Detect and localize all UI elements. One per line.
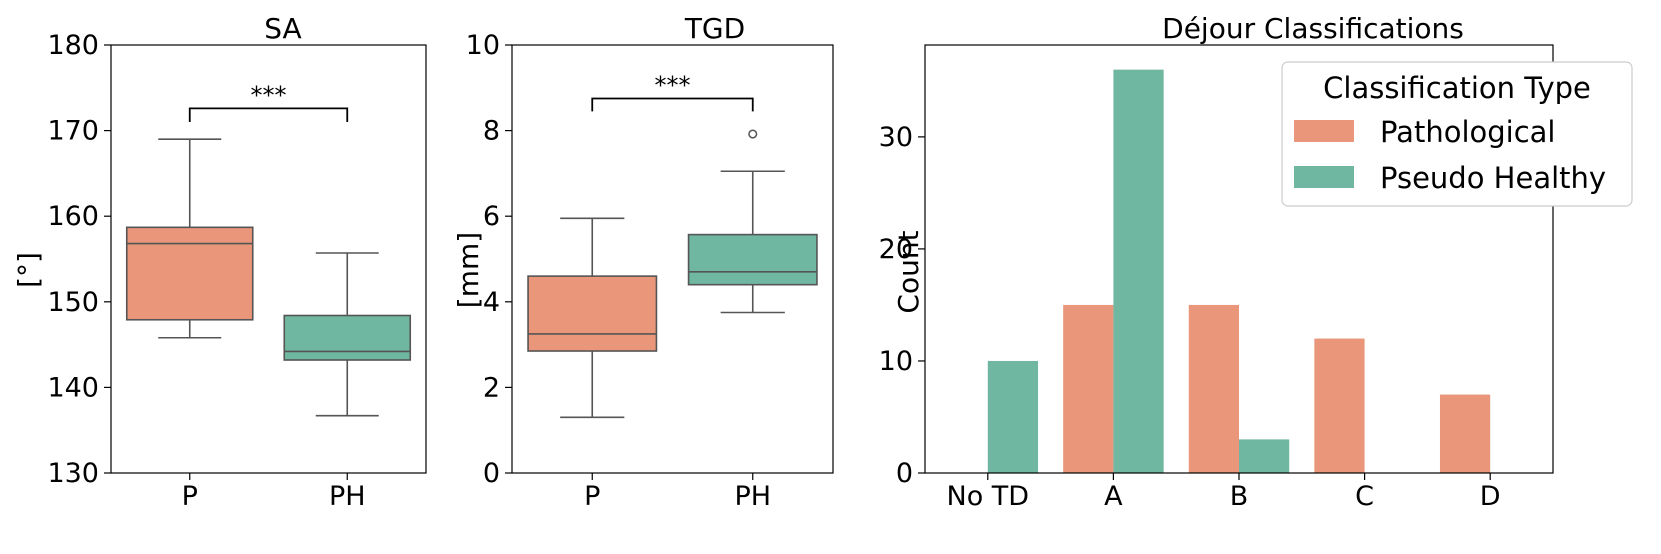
- tgd-x-tick-ph: PH: [734, 481, 771, 512]
- dejour-bar-pseudo-healthy-0: [987, 360, 1039, 473]
- legend-swatch-pseudo-healthy: [1294, 166, 1354, 188]
- dejour-bar-pathological-3: [1314, 338, 1365, 473]
- dejour-y-axis-label: Count: [892, 230, 925, 313]
- dejour-chart-title: Déjour Classifications: [1162, 12, 1464, 45]
- tgd-plot-area: P PH *** 0 2 4 6 8 10: [466, 30, 834, 512]
- dejour-y-tick-label-1: 10: [879, 346, 913, 377]
- tgd-chart-title: TGD: [684, 12, 745, 45]
- dejour-y-tick-label-3: 30: [879, 122, 913, 153]
- sa-significance-bracket: [188, 107, 349, 123]
- tgd-x-tick-p: P: [584, 481, 600, 512]
- legend-title: Classification Type: [1323, 71, 1591, 105]
- legend-box: [1281, 61, 1633, 207]
- sa-y-tick-label-5: 180: [47, 30, 99, 61]
- dejour-bar-pseudo-healthy-2: [1239, 439, 1290, 473]
- tgd-y-tick-label-2: 4: [483, 287, 500, 318]
- tgd-significance-label: ***: [655, 72, 691, 100]
- tgd-y-tick-label-4: 8: [483, 116, 500, 147]
- sa-x-tick-ph: PH: [329, 481, 366, 512]
- sa-significance-label: ***: [251, 81, 287, 109]
- sa-y-tick-label-1: 140: [47, 372, 99, 403]
- tgd-significance-bracket: [591, 97, 754, 112]
- tgd-y-tick-label-1: 2: [483, 372, 500, 403]
- sa-y-tick-label-3: 160: [47, 201, 99, 232]
- sa-chart-title: SA: [264, 12, 301, 45]
- sa-box-ph: [283, 314, 412, 361]
- dejour-plot-area: No TD A B C D 0 10 20 30: [879, 44, 1554, 512]
- tgd-box-ph: [687, 233, 818, 286]
- tgd-y-tick-label-0: 0: [483, 458, 500, 489]
- tgd-outlier-ph-0: [748, 129, 758, 139]
- sa-y-tick-label-4: 170: [47, 116, 99, 147]
- sa-box-p: [125, 226, 254, 321]
- dejour-x-tick-3: C: [1355, 481, 1374, 512]
- legend-label-pseudo-healthy: Pseudo Healthy: [1380, 161, 1606, 195]
- legend-label-pathological: Pathological: [1380, 115, 1556, 149]
- dejour-bar-pathological-2: [1188, 304, 1239, 473]
- dejour-bar-pathological-4: [1439, 394, 1491, 473]
- dejour-x-tick-4: D: [1480, 481, 1501, 512]
- sa-boxplot-panel: SA [°] P PH *** 130 140 150 160 170 180: [12, 12, 427, 512]
- sa-x-tick-p: P: [182, 481, 198, 512]
- dejour-x-tick-1: A: [1104, 481, 1123, 512]
- dejour-x-tick-2: B: [1230, 481, 1249, 512]
- legend-swatch-pathological: [1294, 120, 1354, 142]
- tgd-y-tick-label-5: 10: [466, 30, 500, 61]
- sa-y-axis-label: [°]: [12, 252, 45, 288]
- tgd-y-axis-label: [mm]: [452, 232, 485, 308]
- sa-y-tick-label-2: 150: [47, 287, 99, 318]
- tgd-box-p: [527, 275, 658, 352]
- tgd-axes-frame: [511, 44, 834, 474]
- dejour-y-tick-label-2: 20: [879, 234, 913, 265]
- dejour-x-tick-0: No TD: [947, 481, 1030, 512]
- tgd-boxplot-panel: TGD [mm] P PH *** 0 2 4 6 8 10: [452, 12, 834, 512]
- sa-axes-frame: [110, 44, 427, 474]
- dejour-y-tick-label-0: 0: [896, 458, 913, 489]
- dejour-bar-pathological-1: [1063, 304, 1114, 473]
- tgd-y-tick-label-3: 6: [483, 201, 500, 232]
- dejour-bar-pseudo-healthy-1: [1113, 69, 1164, 473]
- sa-plot-area: P PH *** 130 140 150 160 170 180: [47, 30, 427, 512]
- legend: Classification Type Pathological Pseudo …: [1281, 61, 1633, 207]
- dejour-axes-frame: [924, 44, 1554, 474]
- dejour-bar-panel: Déjour Classifications Count No TD A B C D 0 1…: [879, 12, 1633, 512]
- sa-y-tick-label-0: 130: [47, 458, 99, 489]
